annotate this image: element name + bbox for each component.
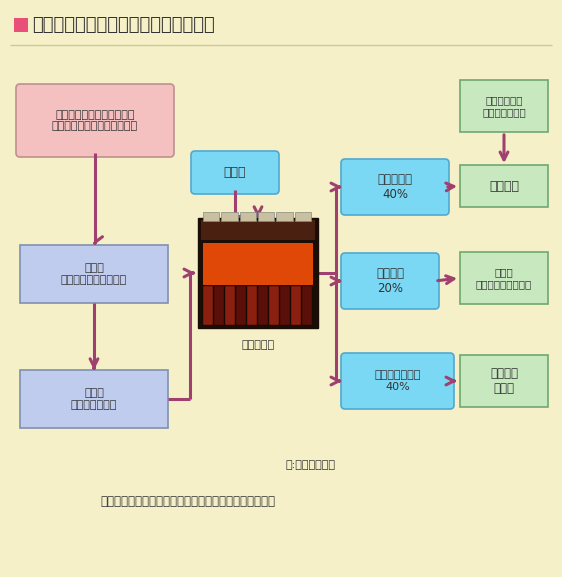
FancyBboxPatch shape <box>341 159 449 215</box>
FancyBboxPatch shape <box>214 286 224 325</box>
FancyBboxPatch shape <box>203 243 313 285</box>
Text: 高　炉
（鉄鉱石の還元剤）: 高 炉 （鉄鉱石の還元剤） <box>476 267 532 289</box>
FancyBboxPatch shape <box>277 212 293 221</box>
FancyBboxPatch shape <box>460 165 548 207</box>
FancyBboxPatch shape <box>294 212 311 221</box>
FancyBboxPatch shape <box>280 286 290 325</box>
Text: プラスチック
などの化学原料: プラスチック などの化学原料 <box>482 95 526 117</box>
Text: 化成工場: 化成工場 <box>489 179 519 193</box>
FancyBboxPatch shape <box>258 286 268 325</box>
FancyBboxPatch shape <box>20 245 168 303</box>
Text: 前処理
（粗破砕・異物除去）: 前処理 （粗破砕・異物除去） <box>61 263 127 285</box>
FancyBboxPatch shape <box>191 151 279 194</box>
Text: ％:再商品化比率: ％:再商品化比率 <box>285 460 335 470</box>
Text: 炭化水素油
40%: 炭化水素油 40% <box>378 173 413 201</box>
FancyBboxPatch shape <box>203 212 219 221</box>
FancyBboxPatch shape <box>16 84 174 157</box>
FancyBboxPatch shape <box>20 370 168 428</box>
Text: コークス炉ガス
40%: コークス炉ガス 40% <box>374 370 421 392</box>
FancyBboxPatch shape <box>198 218 318 328</box>
Text: 減容機
（造粒物成形）: 減容機 （造粒物成形） <box>71 388 117 410</box>
FancyBboxPatch shape <box>201 220 315 240</box>
FancyBboxPatch shape <box>341 253 439 309</box>
FancyBboxPatch shape <box>291 286 301 325</box>
Text: 石　炭: 石 炭 <box>224 166 246 179</box>
FancyBboxPatch shape <box>302 286 312 325</box>
FancyBboxPatch shape <box>460 252 548 304</box>
Text: コークス
20%: コークス 20% <box>376 267 404 295</box>
Text: コークス炉: コークス炉 <box>242 340 275 350</box>
FancyBboxPatch shape <box>460 355 548 407</box>
Text: 家庭からの廃プラスチック
（各種プラスチック混合物）: 家庭からの廃プラスチック （各種プラスチック混合物） <box>52 110 138 132</box>
FancyBboxPatch shape <box>203 286 213 325</box>
FancyBboxPatch shape <box>14 18 28 32</box>
FancyBboxPatch shape <box>225 286 235 325</box>
Text: コークス炉化学原料化技術のフロー図: コークス炉化学原料化技術のフロー図 <box>32 16 215 34</box>
FancyBboxPatch shape <box>258 212 274 221</box>
FancyBboxPatch shape <box>460 80 548 132</box>
FancyBboxPatch shape <box>236 286 246 325</box>
FancyBboxPatch shape <box>341 353 454 409</box>
FancyBboxPatch shape <box>239 212 256 221</box>
FancyBboxPatch shape <box>269 286 279 325</box>
FancyBboxPatch shape <box>247 286 257 325</box>
Text: 参考資料：日本製鉄（株）パンフレット，ホームページ: 参考資料：日本製鉄（株）パンフレット，ホームページ <box>100 495 275 508</box>
Text: 発電など
に利用: 発電など に利用 <box>490 367 518 395</box>
FancyBboxPatch shape <box>221 212 238 221</box>
